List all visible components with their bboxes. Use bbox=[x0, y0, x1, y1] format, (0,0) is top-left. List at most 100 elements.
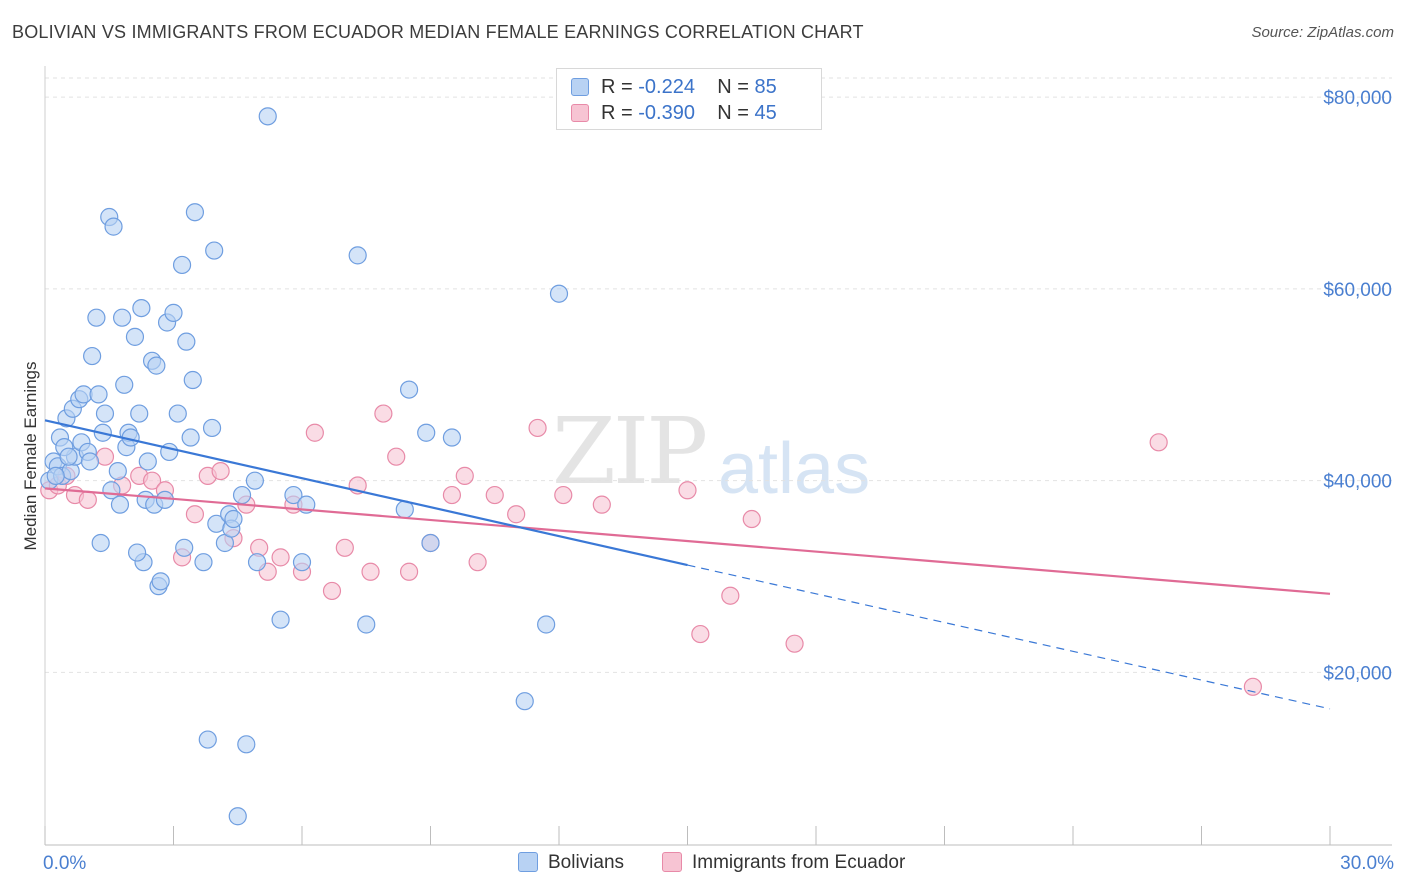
ecuador-trend-line bbox=[44, 487, 1331, 595]
legend-item-ecuador[interactable]: Immigrants from Ecuador bbox=[662, 852, 905, 874]
ecuador-point bbox=[271, 548, 290, 567]
bolivians-point bbox=[151, 572, 170, 591]
bolivians-trend-extension bbox=[687, 564, 1331, 710]
ecuador-point bbox=[361, 562, 380, 581]
source-label: Source: ZipAtlas.com bbox=[1251, 24, 1394, 41]
bolivians-point bbox=[112, 308, 132, 327]
x-tick-label: 0.0% bbox=[43, 853, 86, 874]
bolivians-point bbox=[138, 452, 157, 471]
y-tick-label: $60,000 bbox=[1323, 280, 1392, 301]
bolivians-point bbox=[348, 246, 367, 265]
bolivians-point bbox=[125, 327, 145, 346]
ecuador-point bbox=[528, 418, 547, 438]
bolivians-point bbox=[228, 807, 247, 826]
ecuador-point bbox=[211, 461, 230, 481]
bolivians-point bbox=[59, 447, 78, 466]
chart-title: BOLIVIAN VS IMMIGRANTS FROM ECUADOR MEDI… bbox=[12, 22, 864, 42]
bolivians-trend-line bbox=[44, 419, 688, 567]
bolivians-point bbox=[108, 461, 127, 481]
n-value: 85 bbox=[754, 76, 777, 98]
bolivians-point bbox=[237, 735, 256, 754]
bolivians-point bbox=[357, 615, 376, 634]
bolivians-point bbox=[258, 107, 277, 126]
legend-item-bolivians[interactable]: Bolivians bbox=[518, 852, 624, 874]
ecuador-point bbox=[1243, 677, 1263, 696]
bolivians-point bbox=[172, 255, 192, 275]
tick-labels: $20,000 $40,000 $60,000 $80,000 0.0% 30.0% bbox=[43, 88, 1394, 874]
bolivians-point bbox=[181, 428, 200, 447]
bolivians-point bbox=[130, 404, 149, 423]
ecuador-point bbox=[387, 447, 406, 466]
y-tick-label: $80,000 bbox=[1323, 88, 1392, 109]
ecuador-point bbox=[322, 581, 342, 601]
bolivians-point bbox=[155, 490, 175, 509]
bolivians-point bbox=[232, 485, 252, 505]
bolivians-point bbox=[442, 428, 462, 447]
bolivians-point bbox=[271, 610, 290, 629]
bolivians-point bbox=[245, 471, 264, 490]
bolivians-point bbox=[110, 495, 130, 514]
n-value: 45 bbox=[754, 102, 777, 124]
series-ecuador-points bbox=[40, 404, 1263, 696]
bolivians-legend-swatch bbox=[518, 852, 538, 872]
n-label: N = bbox=[717, 102, 749, 124]
ecuador-point bbox=[399, 562, 419, 581]
ecuador-point bbox=[185, 505, 205, 524]
ecuador-legend-label: Immigrants from Ecuador bbox=[692, 852, 906, 873]
ecuador-point bbox=[455, 466, 474, 485]
ecuador-point bbox=[485, 485, 504, 505]
bolivians-point bbox=[515, 692, 534, 711]
bolivians-point bbox=[127, 543, 147, 562]
bolivians-point bbox=[115, 375, 134, 394]
y-axis-label: Median Female Earnings bbox=[21, 362, 40, 551]
bolivians-point bbox=[284, 485, 303, 505]
ecuador-point bbox=[507, 505, 526, 524]
axes bbox=[44, 66, 1392, 846]
ecuador-point bbox=[554, 485, 573, 505]
ecuador-point bbox=[742, 509, 761, 529]
bolivians-point bbox=[224, 509, 243, 529]
r-label: R = bbox=[601, 102, 633, 124]
ecuador-point bbox=[678, 481, 697, 500]
bolivians-point bbox=[194, 553, 213, 572]
bolivians-point bbox=[147, 356, 166, 375]
ecuador-point bbox=[374, 404, 393, 423]
bolivians-point bbox=[104, 217, 123, 236]
y-tick-label: $20,000 bbox=[1323, 663, 1392, 684]
bolivians-point bbox=[537, 615, 556, 634]
r-value: -0.390 bbox=[638, 102, 695, 124]
r-label: R = bbox=[601, 76, 633, 98]
r-value: -0.224 bbox=[638, 76, 695, 98]
bolivians-point bbox=[175, 538, 194, 557]
bolivians-point bbox=[549, 284, 569, 303]
ecuador-point bbox=[468, 553, 487, 572]
ecuador-point bbox=[335, 538, 354, 557]
ecuador-legend-swatch bbox=[662, 852, 682, 872]
ecuador-point bbox=[691, 624, 710, 644]
bolivians-point bbox=[83, 346, 102, 366]
series-bolivians-points bbox=[40, 107, 569, 826]
trend-lines bbox=[44, 419, 1331, 710]
bolivians-point bbox=[168, 404, 187, 423]
bolivians-point bbox=[95, 404, 115, 423]
bolivians-point bbox=[183, 370, 202, 390]
bolivians-point bbox=[247, 553, 267, 572]
ecuador-swatch bbox=[571, 104, 589, 122]
bolivians-point bbox=[89, 385, 108, 404]
bolivians-point bbox=[177, 332, 196, 351]
bolivians-swatch bbox=[571, 78, 589, 96]
bolivians-point bbox=[80, 452, 100, 471]
stats-legend: R = -0.224 N = 85 R = -0.390 N = 45 bbox=[556, 68, 822, 130]
ecuador-point bbox=[785, 634, 804, 653]
bolivians-point bbox=[421, 533, 440, 553]
bolivians-legend-label: Bolivians bbox=[548, 852, 625, 873]
ecuador-point bbox=[78, 490, 97, 509]
bolivians-point bbox=[417, 423, 436, 442]
bolivians-point bbox=[399, 380, 419, 399]
bolivians-point bbox=[164, 303, 183, 322]
n-label: N = bbox=[717, 76, 749, 98]
bolivians-point bbox=[132, 299, 151, 318]
ecuador-point bbox=[305, 423, 324, 442]
bolivians-point bbox=[185, 203, 205, 222]
